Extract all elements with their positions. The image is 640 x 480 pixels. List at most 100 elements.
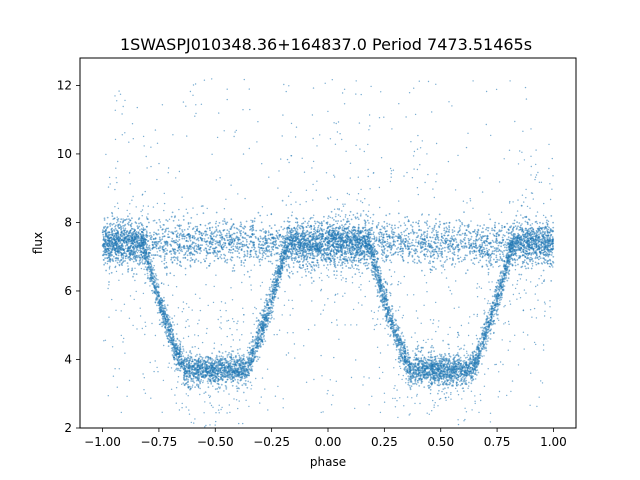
data-point [518, 237, 520, 240]
data-point [442, 266, 445, 268]
data-point [127, 215, 129, 218]
data-point [481, 245, 483, 247]
data-point [226, 229, 229, 232]
data-point [329, 253, 332, 255]
data-point [411, 228, 414, 231]
data-point [181, 246, 183, 249]
data-point [215, 246, 218, 249]
data-point [327, 236, 330, 239]
data-point [536, 238, 539, 241]
data-point [437, 231, 439, 233]
data-point [386, 242, 389, 245]
data-point [293, 259, 296, 262]
data-point [497, 244, 500, 247]
data-point [213, 260, 216, 262]
data-point [123, 242, 126, 244]
data-point [412, 231, 415, 234]
data-point [528, 249, 531, 251]
data-point [396, 248, 398, 250]
data-point [302, 232, 305, 235]
data-point [127, 242, 130, 244]
data-point [479, 234, 481, 236]
data-point [221, 236, 224, 239]
data-point [312, 236, 314, 239]
data-point [439, 244, 442, 247]
data-point [223, 242, 225, 244]
data-point [246, 245, 249, 248]
data-point [489, 218, 492, 221]
data-point [298, 256, 300, 259]
data-point [232, 243, 235, 245]
data-point [438, 213, 441, 216]
data-point [120, 218, 123, 221]
data-point [491, 252, 493, 255]
data-point [191, 241, 194, 244]
data-point [216, 234, 218, 237]
data-point [444, 250, 446, 252]
data-point [310, 269, 313, 271]
data-point [549, 242, 551, 245]
data-point [238, 246, 241, 249]
data-point [467, 237, 470, 240]
data-point [358, 261, 360, 263]
data-point [412, 221, 414, 224]
data-point [231, 224, 234, 227]
data-point [293, 248, 296, 251]
data-point [388, 213, 391, 215]
data-point [343, 247, 346, 250]
data-point [251, 226, 254, 228]
data-point [361, 272, 364, 274]
data-point [429, 243, 432, 246]
data-point [135, 233, 138, 236]
data-point [166, 244, 169, 247]
data-point [453, 226, 455, 229]
data-point [364, 222, 367, 225]
data-point [326, 264, 329, 266]
data-point [149, 249, 152, 252]
data-point [452, 258, 454, 261]
data-point [212, 232, 215, 235]
data-point [406, 215, 409, 218]
data-point [309, 217, 312, 220]
data-point [174, 215, 177, 218]
data-point [181, 237, 184, 240]
data-point [139, 222, 142, 224]
data-point [124, 257, 127, 260]
data-point [199, 247, 201, 250]
data-point [417, 242, 420, 245]
data-point [389, 259, 391, 262]
data-point [477, 228, 480, 231]
data-point [174, 230, 177, 233]
data-point [150, 254, 153, 256]
data-point [186, 244, 188, 247]
data-point [391, 228, 394, 231]
data-point [264, 238, 267, 240]
data-point [267, 231, 270, 234]
data-point [383, 252, 386, 255]
data-point [129, 245, 132, 248]
data-point [205, 243, 208, 246]
data-point [182, 233, 185, 236]
data-point [429, 262, 431, 265]
data-point [166, 266, 168, 269]
data-point [481, 242, 484, 244]
data-point [463, 239, 466, 242]
data-point [238, 237, 240, 239]
data-point [148, 235, 151, 237]
data-point [434, 218, 437, 220]
data-point [381, 242, 384, 244]
data-point [289, 229, 292, 232]
data-point [397, 251, 399, 254]
data-point [170, 245, 173, 247]
data-point [408, 253, 411, 256]
data-point [189, 254, 192, 256]
data-point [378, 238, 381, 240]
data-point [235, 235, 238, 238]
data-point [524, 220, 527, 223]
data-point [532, 260, 534, 262]
data-point [504, 243, 506, 246]
data-point [288, 224, 291, 227]
data-point [270, 252, 273, 255]
data-point [514, 252, 517, 254]
data-point [240, 223, 243, 226]
